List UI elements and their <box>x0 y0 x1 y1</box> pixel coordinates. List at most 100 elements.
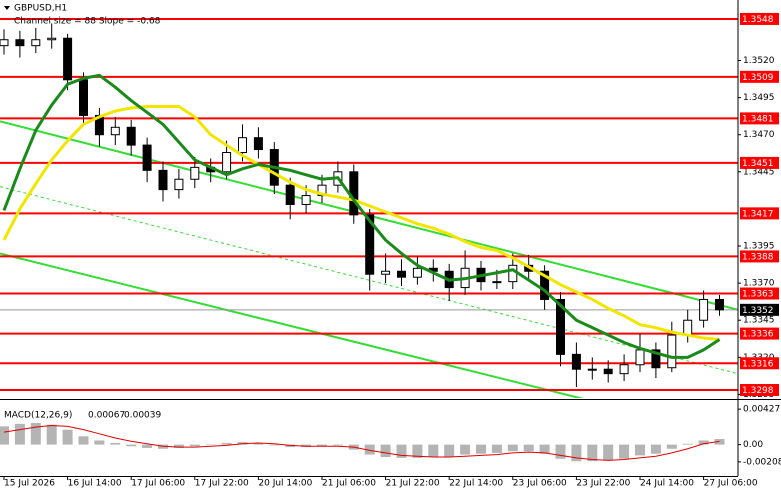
x-tick-label: 21 Jul 06:00 <box>322 479 376 489</box>
macd-bar <box>62 429 73 445</box>
level-label-box <box>740 357 779 370</box>
y-tick-label: 1.3370 <box>743 279 775 289</box>
macd-bar <box>253 442 264 445</box>
macd-bar <box>555 444 566 459</box>
macd-bar <box>603 444 614 461</box>
macd-bar <box>380 444 391 458</box>
y-tick-label: 0.00 <box>743 440 763 450</box>
macd-bar <box>142 444 153 448</box>
level-label: 1.3509 <box>742 73 774 83</box>
candle-body <box>31 39 41 47</box>
x-tick-label: 15 Jul 2026 <box>4 479 55 489</box>
macd-header: MACD(12,26,9) 0.00067 0.00039 <box>4 411 161 421</box>
level-label: 1.3451 <box>742 159 774 169</box>
candle-body <box>540 270 550 300</box>
macd-bar <box>444 444 455 458</box>
macd-bar <box>14 423 25 445</box>
macd-signal <box>3 424 720 461</box>
candle-body <box>222 152 232 173</box>
x-tick-label: 20 Jul 14:00 <box>258 479 312 489</box>
candle-body <box>381 270 391 275</box>
candle-body <box>0 39 9 47</box>
candle-body <box>79 79 88 116</box>
candle-body <box>556 298 565 355</box>
candle-body <box>412 267 422 278</box>
macd-bar <box>396 444 407 458</box>
macd-bar <box>491 444 502 453</box>
macd-bar <box>110 442 121 445</box>
level-label: 1.3417 <box>742 209 774 219</box>
candle-body <box>619 364 629 375</box>
level-label-box <box>740 250 779 263</box>
candle-body <box>158 169 168 191</box>
macd-bar <box>412 444 423 458</box>
candle-body <box>365 214 375 275</box>
macd-bar <box>619 444 630 459</box>
macd-bar <box>539 444 550 454</box>
macd-bar <box>523 444 534 452</box>
level-label-box <box>740 207 779 220</box>
macd-bar <box>650 444 661 454</box>
macd-bar <box>0 426 9 445</box>
level-label-box <box>740 12 779 25</box>
macd-bar <box>507 444 518 452</box>
level-label: 1.3548 <box>742 15 774 25</box>
x-tick-label: 24 Jul 14:00 <box>640 479 694 489</box>
candle-body <box>174 178 184 191</box>
candle-body <box>603 368 613 375</box>
channel-line <box>0 186 738 375</box>
level-label-box <box>740 156 779 169</box>
candle-body <box>63 37 73 81</box>
macd-bar <box>635 444 645 456</box>
level-label-box <box>740 287 779 300</box>
macd-bar <box>476 444 486 454</box>
macd-bar <box>460 444 471 455</box>
candle-body <box>667 334 677 369</box>
macd-bar <box>571 444 582 462</box>
symbol-icon <box>4 6 10 10</box>
macd-bar <box>428 444 439 458</box>
candle-body <box>715 298 724 311</box>
y-tick-label: 1.3495 <box>743 93 775 103</box>
candle-body <box>190 166 200 180</box>
candle-body <box>15 39 25 47</box>
candle-body <box>301 195 311 205</box>
candle-body <box>349 171 359 216</box>
y-tick-label: 0.00427 <box>743 405 780 415</box>
candle-body <box>571 353 581 370</box>
candle-body <box>47 37 57 41</box>
candle-body <box>142 144 152 171</box>
macd-bar <box>682 443 693 445</box>
macd-bar <box>269 444 280 446</box>
x-tick-label: 17 Jul 22:00 <box>195 479 249 489</box>
chart-subtitle: Channel size = 88 Slope = -0.68 <box>14 17 161 27</box>
macd-bar <box>587 444 598 462</box>
macd-bar <box>698 440 709 445</box>
macd-bar <box>78 436 89 445</box>
x-tick-label: 22 Jul 14:00 <box>449 479 503 489</box>
macd-bar <box>205 444 216 446</box>
macd-histogram-value: 0.00067 <box>88 411 125 421</box>
candle-body <box>238 137 247 154</box>
macd-title: MACD(12,26,9) <box>4 411 72 421</box>
moving-average <box>2 105 720 342</box>
level-label: 1.3388 <box>742 252 774 262</box>
candle-body <box>651 349 661 369</box>
macd-bar <box>173 444 184 448</box>
macd-bar <box>364 444 375 455</box>
level-label-box <box>740 70 779 83</box>
macd-bar <box>332 444 343 446</box>
candle-body <box>253 137 263 151</box>
candle-body <box>587 368 597 371</box>
macd-bar <box>317 444 327 447</box>
x-tick-label: 23 Jul 06:00 <box>513 479 567 489</box>
macd-bar <box>666 444 677 449</box>
channel-line <box>0 252 584 398</box>
y-tick-label: 1.3345 <box>743 316 775 326</box>
y-tick-label: 1.3445 <box>743 167 775 177</box>
macd-signal-value: 0.00039 <box>124 411 161 421</box>
macd-bar <box>46 424 57 445</box>
y-tick-label: -0.00208 <box>743 457 781 467</box>
current-price-label: 1.3352 <box>742 306 774 316</box>
